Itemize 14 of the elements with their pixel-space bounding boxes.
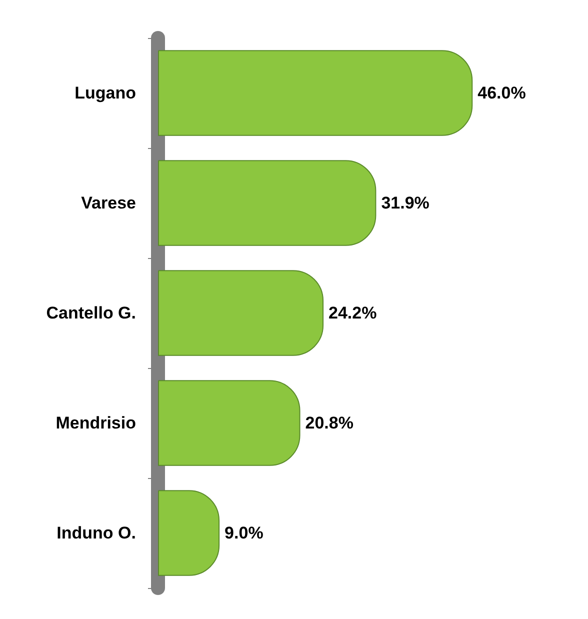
data-label: 31.9% xyxy=(381,194,430,212)
bar xyxy=(158,380,300,466)
y-tick-label: Varese xyxy=(81,194,136,212)
bar xyxy=(158,270,324,356)
y-tick-label: Mendrisio xyxy=(56,414,136,432)
data-label: 9.0% xyxy=(224,524,264,542)
data-label: 20.8% xyxy=(305,414,354,432)
y-tick-label: Induno O. xyxy=(56,524,136,542)
data-label: 46.0% xyxy=(478,84,526,102)
bar xyxy=(158,50,473,136)
y-tick-label: Cantello G. xyxy=(46,304,136,322)
bar xyxy=(158,160,376,246)
data-label: 24.2% xyxy=(328,304,377,322)
y-tick-label: Lugano xyxy=(74,84,136,102)
